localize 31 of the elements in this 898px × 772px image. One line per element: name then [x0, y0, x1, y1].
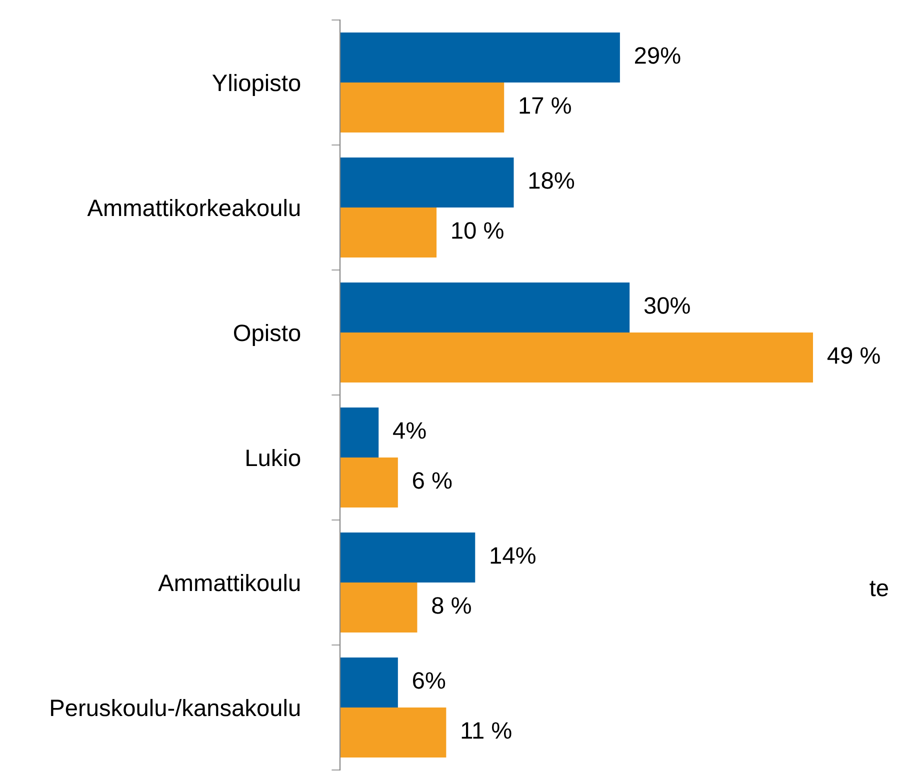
data-label: 6 % — [413, 472, 452, 489]
bar — [340, 458, 398, 508]
data-label: 8 % — [432, 597, 471, 614]
y-tick-label: Yliopisto — [212, 74, 300, 96]
y-tick-label: Ammattikoulu — [158, 574, 300, 592]
y-tick-label: Peruskoulu-/kansakoulu — [51, 698, 300, 716]
bar — [340, 708, 446, 758]
data-label: 29% — [635, 47, 680, 64]
bar — [340, 658, 398, 708]
y-tick-label: Lukio — [246, 448, 300, 466]
data-label: 10 % — [452, 222, 504, 239]
data-label: 6% — [413, 672, 446, 689]
bar — [340, 32, 620, 82]
bar — [340, 532, 476, 582]
data-label: 49 % — [827, 347, 880, 364]
y-tick-label: Opisto — [234, 324, 300, 346]
bar — [340, 332, 813, 382]
bar — [340, 408, 379, 458]
text: te — [870, 580, 888, 596]
bar — [340, 282, 630, 332]
data-label: 18% — [529, 172, 574, 189]
data-label: 11 % — [462, 722, 512, 739]
y-tick-label: Ammattikorkeakoulu — [87, 198, 300, 216]
data-label: 4% — [393, 422, 426, 439]
bar — [340, 158, 514, 208]
data-label: 14% — [490, 547, 536, 564]
bar — [340, 582, 418, 632]
data-label: 30% — [644, 297, 690, 314]
bar — [340, 208, 437, 258]
data-label: 17 % — [520, 97, 571, 114]
bar — [340, 82, 504, 132]
